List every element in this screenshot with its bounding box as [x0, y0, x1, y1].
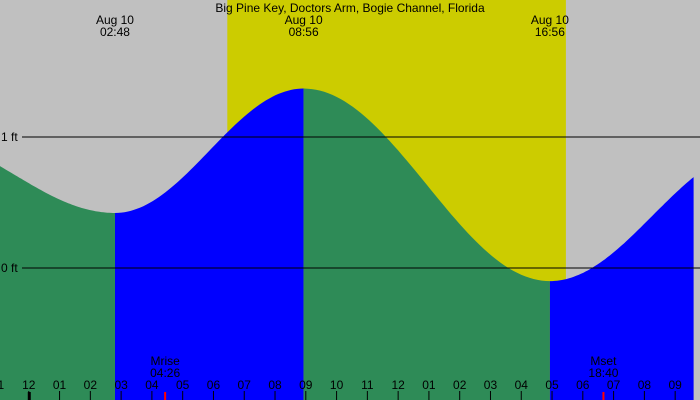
reference-line-label: 0 ft	[1, 261, 18, 275]
x-tick-label: 07	[238, 378, 252, 392]
falling-tide-segment	[0, 165, 115, 400]
moon-event-label: Mrise	[150, 354, 180, 368]
x-tick-label: 01	[422, 378, 436, 392]
x-tick-label: 01	[53, 378, 67, 392]
x-tick-label: 06	[576, 378, 590, 392]
reference-lines: 1 ft 0 ft	[1, 130, 700, 275]
midnight-marker	[27, 392, 31, 400]
x-axis: 11 12 01 02 03 04 05 06 07 08 09 10 11 12 01 02 03 04 05 06…	[0, 378, 682, 400]
rising-tide-segment	[115, 88, 304, 400]
reference-line-label: 1 ft	[1, 130, 18, 144]
tide-extreme-time: 02:48	[100, 25, 130, 39]
tide-extreme-date: Aug 10	[96, 13, 134, 27]
x-tick-label: 08	[268, 378, 282, 392]
chart-title: Big Pine Key, Doctors Arm, Bogie Channel…	[215, 1, 485, 15]
x-tick-label: 04	[515, 378, 529, 392]
x-tick-label: 06	[207, 378, 221, 392]
x-tick-label: 09	[299, 378, 313, 392]
rising-tide-segment	[549, 177, 694, 400]
x-tick-label: 05	[545, 378, 559, 392]
moon-event-time: 04:26	[150, 366, 180, 380]
x-tick-label: 04	[145, 378, 159, 392]
tide-extreme-time: 16:56	[535, 25, 565, 39]
x-tick-label: 02	[84, 378, 98, 392]
tide-extreme-time: 08:56	[289, 25, 319, 39]
x-tick-label: 11	[0, 378, 5, 392]
tide-area	[0, 88, 694, 400]
x-tick-label: 11	[361, 378, 374, 392]
x-tick-label: 05	[176, 378, 190, 392]
x-tick-label: 12	[391, 378, 405, 392]
x-tick-label: 03	[114, 378, 128, 392]
tide-extreme-date: Aug 10	[531, 13, 569, 27]
moon-event-label: Mset	[590, 354, 617, 368]
x-tick-label: 02	[453, 378, 467, 392]
x-tick-label: 03	[484, 378, 498, 392]
tide-extreme-date: Aug 10	[285, 13, 323, 27]
x-tick-label: 10	[330, 378, 344, 392]
x-tick-label: 12	[22, 378, 36, 392]
falling-tide-segment	[303, 88, 550, 400]
x-tick-label: 08	[638, 378, 652, 392]
moon-event-time: 18:40	[588, 366, 618, 380]
x-tick-label: 09	[668, 378, 682, 392]
x-tick-label: 07	[607, 378, 621, 392]
